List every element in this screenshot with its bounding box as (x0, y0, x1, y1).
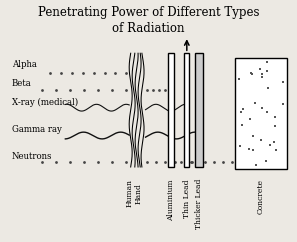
Bar (168, 53, 174, 167)
Text: Gamma ray: Gamma ray (12, 125, 62, 134)
Text: Thin Lead: Thin Lead (183, 179, 191, 218)
Text: Aluminium: Aluminium (167, 179, 175, 220)
Text: Concrete: Concrete (257, 179, 265, 214)
Text: X-ray (medical): X-ray (medical) (12, 98, 78, 107)
Bar (195, 53, 203, 167)
Text: Beta: Beta (12, 79, 31, 88)
Text: Neutrons: Neutrons (12, 151, 52, 161)
Bar (235, 58, 287, 169)
Bar (184, 53, 189, 167)
Text: Thicker Lead: Thicker Lead (195, 179, 203, 229)
Text: Human
Hand: Human Hand (126, 179, 143, 207)
Text: Penetrating Power of Different Types
of Radiation: Penetrating Power of Different Types of … (38, 6, 259, 35)
Text: Alpha: Alpha (12, 60, 37, 69)
